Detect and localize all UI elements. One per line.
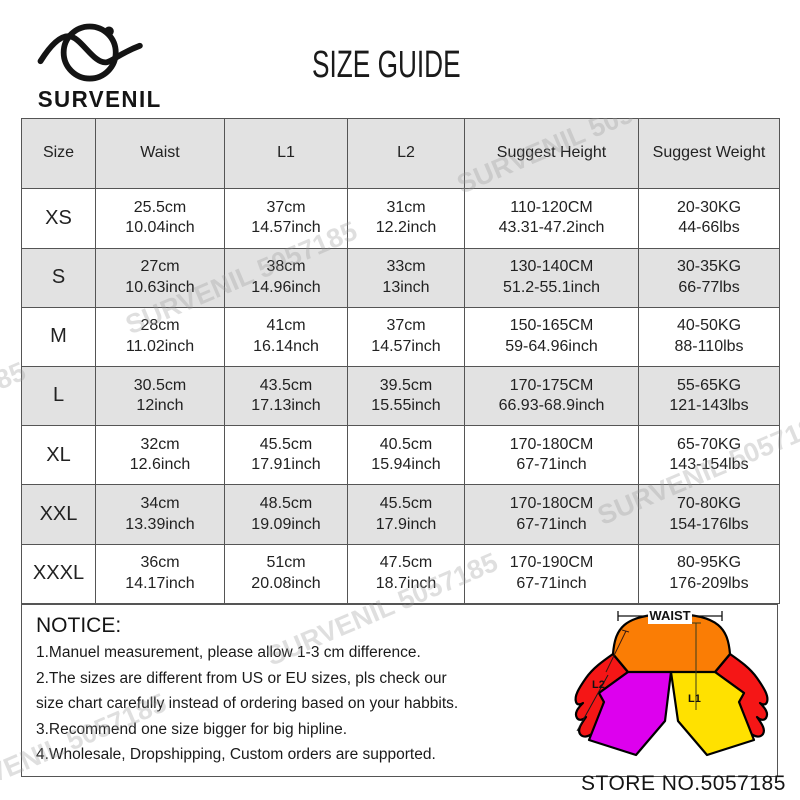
svg-text:L1: L1: [688, 693, 701, 705]
svg-text:WAIST: WAIST: [649, 608, 690, 623]
svg-text:L2: L2: [592, 679, 605, 691]
